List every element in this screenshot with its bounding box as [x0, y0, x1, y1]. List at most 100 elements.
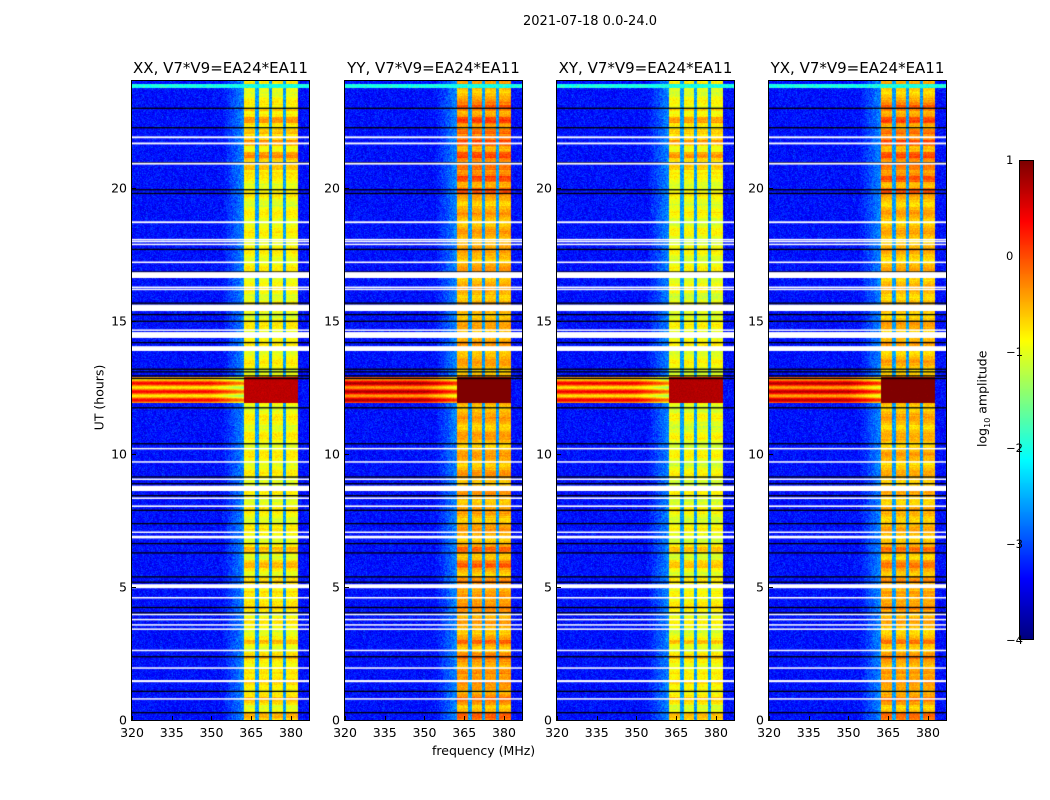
x-tick-mark: [251, 716, 253, 720]
y-tick-mark: [769, 586, 773, 588]
y-tick-label: 5: [544, 579, 552, 595]
x-tick-mark: [503, 716, 505, 720]
y-tick-label: 20: [111, 180, 127, 195]
x-tick-label: 380: [279, 725, 303, 740]
y-tick-mark: [557, 720, 561, 721]
heatmap-image: [557, 81, 734, 720]
panel-title: YX, V7*V9=EA24*EA11: [770, 59, 945, 77]
x-tick-label: 350: [199, 725, 224, 740]
y-tick-mark: [557, 586, 561, 588]
x-tick-label: 335: [796, 725, 821, 740]
x-tick-mark: [769, 716, 770, 720]
y-tick-mark: [345, 320, 349, 322]
x-tick-mark: [848, 716, 850, 720]
x-tick-mark: [290, 716, 292, 720]
x-tick-mark: [171, 716, 173, 720]
y-tick-mark: [769, 720, 773, 721]
y-tick-label: 5: [332, 579, 340, 595]
x-tick-label: 320: [757, 725, 781, 740]
y-tick-label: 10: [536, 446, 552, 462]
y-tick-label: 0: [119, 712, 127, 728]
colorbar-label-text: amplitude: [974, 350, 990, 418]
y-tick-label: 20: [536, 180, 552, 195]
x-tick-label: 365: [452, 725, 477, 740]
y-tick-label: 10: [324, 446, 340, 462]
y-tick-mark: [132, 187, 136, 189]
panel-title: XX, V7*V9=EA24*EA11: [133, 59, 308, 77]
x-tick-mark: [464, 716, 466, 720]
x-tick-label: 335: [584, 725, 609, 740]
x-tick-label: 365: [876, 725, 901, 740]
x-tick-label: 380: [916, 725, 940, 740]
y-axis-label: UT (hours): [91, 364, 107, 431]
y-tick-label: 15: [111, 313, 127, 329]
spectrogram-panel-2: YY, V7*V9=EA24*EA11 0 5 10 15 20 320 335 350 365 3…: [324, 59, 523, 740]
x-tick-label: 335: [159, 725, 184, 740]
colorbar-label: log10 amplitude: [974, 344, 992, 454]
colorbar-tick-label: 1: [1006, 153, 1014, 167]
x-tick-mark: [808, 716, 810, 720]
y-tick-mark: [769, 187, 773, 189]
x-tick-mark: [211, 716, 213, 720]
y-tick-mark: [557, 187, 561, 189]
x-tick-mark: [557, 716, 558, 720]
y-tick-label: 15: [536, 313, 552, 329]
y-tick-mark: [132, 586, 136, 588]
x-tick-label: 380: [492, 725, 516, 740]
x-tick-label: 320: [333, 725, 357, 740]
colorbar-tick-label: 0: [1006, 249, 1014, 263]
heatmap-image: [132, 81, 309, 720]
colorbar-tick-label: −1: [1006, 345, 1023, 359]
x-tick-label: 350: [836, 725, 861, 740]
x-tick-mark: [132, 716, 133, 720]
y-tick-label: 20: [324, 180, 340, 195]
x-tick-label: 380: [704, 725, 728, 740]
y-tick-mark: [345, 187, 349, 189]
colorbar-tick-label: −3: [1006, 537, 1023, 551]
x-tick-label: 365: [664, 725, 689, 740]
colorbar-label-base: 10: [982, 417, 992, 428]
x-tick-label: 320: [120, 725, 144, 740]
y-tick-label: 20: [748, 180, 764, 195]
y-tick-mark: [557, 320, 561, 322]
y-tick-mark: [769, 453, 773, 455]
y-tick-label: 15: [324, 313, 340, 329]
x-tick-mark: [384, 716, 386, 720]
y-tick-mark: [345, 453, 349, 455]
y-tick-label: 10: [748, 446, 764, 462]
x-tick-mark: [676, 716, 678, 720]
y-tick-mark: [132, 720, 136, 721]
colorbar-tick-label: −4: [1006, 633, 1023, 647]
spectrogram-panel-4: YX, V7*V9=EA24*EA11 0 5 10 15 20 320 335 350 365 3…: [748, 59, 947, 740]
x-tick-label: 365: [239, 725, 264, 740]
y-tick-label: 5: [756, 579, 764, 595]
x-tick-label: 350: [624, 725, 649, 740]
y-tick-mark: [132, 320, 136, 322]
heatmap-image: [345, 81, 522, 720]
spectrogram-panel-3: XY, V7*V9=EA24*EA11 0 5 10 15 20 320 335 350 365 3…: [536, 59, 735, 740]
x-tick-label: 350: [412, 725, 437, 740]
x-tick-label: 320: [545, 725, 569, 740]
x-tick-mark: [345, 716, 346, 720]
y-tick-label: 15: [748, 313, 764, 329]
x-tick-mark: [715, 716, 717, 720]
colorbar-tick-label: −2: [1006, 441, 1023, 455]
y-tick-label: 5: [119, 579, 127, 595]
panel-title: YY, V7*V9=EA24*EA11: [347, 59, 520, 77]
colorbar-label-log: log: [974, 427, 990, 447]
y-tick-mark: [345, 720, 349, 721]
heatmap-image: [769, 81, 946, 720]
y-tick-label: 10: [111, 446, 127, 462]
y-tick-mark: [345, 586, 349, 588]
y-tick-mark: [769, 320, 773, 322]
x-tick-mark: [888, 716, 890, 720]
x-tick-mark: [927, 716, 929, 720]
y-tick-label: 0: [332, 712, 340, 728]
panel-title: XY, V7*V9=EA24*EA11: [558, 59, 733, 77]
spectrogram-panel-1: XX, V7*V9=EA24*EA11 0 5 10 15 20 320 335 350 365 3…: [111, 59, 310, 740]
x-tick-mark: [636, 716, 638, 720]
y-tick-label: 0: [544, 712, 552, 728]
figure-title: 2021-07-18 0.0-24.0: [523, 14, 657, 29]
x-tick-mark: [424, 716, 426, 720]
x-axis-label: frequency (MHz): [432, 743, 536, 758]
